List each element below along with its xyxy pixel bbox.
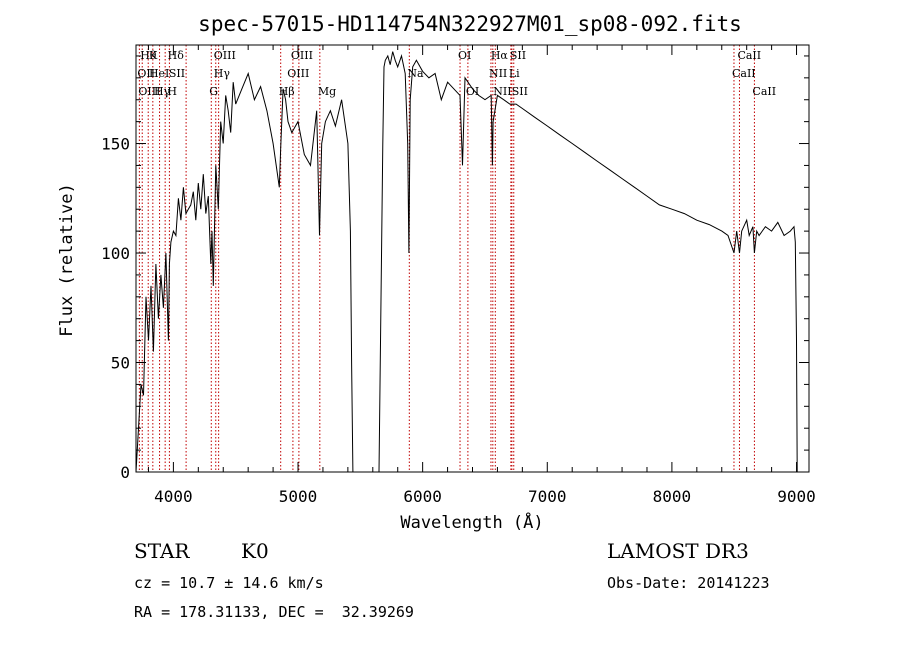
line-label-13: OIII bbox=[287, 67, 309, 80]
line-label-0: Hθ bbox=[140, 49, 157, 62]
observation-date: Obs-Date: 20141223 bbox=[607, 574, 770, 592]
x-axis-ticks: 4000 5000 6000 7000 8000 9000 bbox=[147, 45, 816, 506]
line-label-18: OI bbox=[466, 85, 479, 98]
line-label-7: SII bbox=[169, 67, 185, 80]
line-label-26: CaII bbox=[732, 67, 756, 80]
object-class: STAR bbox=[134, 539, 190, 563]
spectrum-line bbox=[135, 51, 798, 473]
y-tick-label-0: 0 bbox=[120, 463, 130, 482]
y-tick-label-1: 50 bbox=[111, 354, 130, 373]
line-label-5: Hγ bbox=[154, 85, 171, 98]
line-label-22: SII bbox=[510, 49, 526, 62]
x-tick-label-1: 5000 bbox=[279, 487, 318, 506]
line-label-24: SII bbox=[512, 85, 528, 98]
y-tick-label-2: 100 bbox=[101, 244, 130, 263]
line-label-27: CaII bbox=[752, 85, 776, 98]
x-tick-label-4: 8000 bbox=[653, 487, 692, 506]
line-label-11: G bbox=[209, 85, 218, 98]
line-label-12: OIII bbox=[291, 49, 313, 62]
line-label-1: OII bbox=[137, 67, 155, 80]
plot-frame bbox=[135, 44, 810, 473]
line-label-25: CaII bbox=[737, 49, 761, 62]
redshift-info: cz = 10.7 ± 14.6 km/s bbox=[134, 574, 324, 592]
line-label-3: K bbox=[149, 49, 158, 62]
line-label-4: HeI bbox=[149, 67, 169, 80]
x-tick-label-5: 9000 bbox=[777, 487, 816, 506]
coordinates: RA = 178.31133, DEC = 32.39269 bbox=[134, 603, 414, 621]
line-label-10: Hγ bbox=[214, 67, 231, 80]
line-label-2: OIII bbox=[138, 85, 160, 98]
chart-title: spec-57015-HD114754N322927M01_sp08-092.f… bbox=[198, 12, 742, 36]
object-subclass: K0 bbox=[241, 539, 269, 563]
line-label-19: Hα bbox=[491, 49, 509, 62]
line-label-21: NII bbox=[493, 85, 511, 98]
line-label-17: OI bbox=[458, 49, 471, 62]
line-label-9: OIII bbox=[214, 49, 236, 62]
y-axis-ticks: 0 50 100 150 bbox=[101, 55, 809, 482]
y-axis-label: Flux (relative) bbox=[57, 183, 77, 337]
line-label-8: H bbox=[167, 85, 177, 98]
x-axis-label: Wavelength (Å) bbox=[400, 511, 543, 533]
line-label-23: Li bbox=[509, 67, 520, 80]
line-label-14: Hβ bbox=[279, 85, 295, 98]
survey-name: LAMOST DR3 bbox=[607, 539, 749, 563]
x-tick-label-2: 6000 bbox=[403, 487, 442, 506]
line-label-20: NII bbox=[489, 67, 507, 80]
line-label-15: Mg bbox=[318, 85, 336, 98]
line-label-6: Hδ bbox=[168, 49, 185, 62]
y-tick-label-3: 150 bbox=[101, 135, 130, 154]
line-markers bbox=[138, 45, 755, 472]
x-tick-label-0: 4000 bbox=[154, 487, 193, 506]
x-tick-label-3: 7000 bbox=[528, 487, 567, 506]
